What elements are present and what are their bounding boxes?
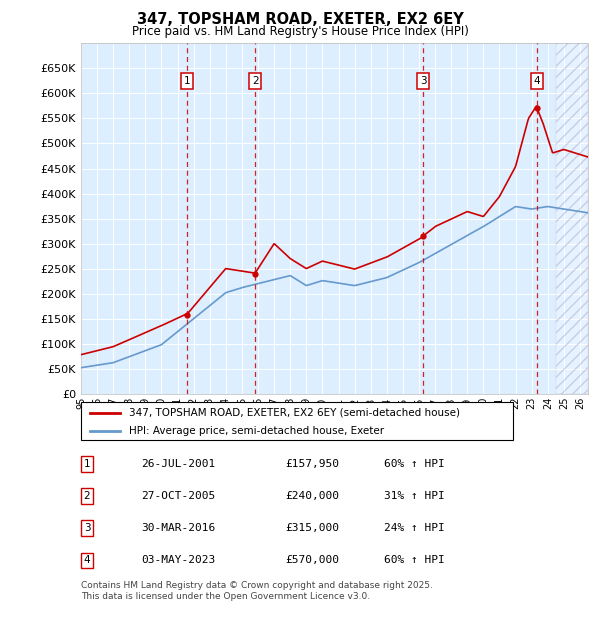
Text: £315,000: £315,000	[285, 523, 339, 533]
Text: 03-MAY-2023: 03-MAY-2023	[141, 556, 215, 565]
Text: 2: 2	[83, 491, 91, 501]
Text: 347, TOPSHAM ROAD, EXETER, EX2 6EY (semi-detached house): 347, TOPSHAM ROAD, EXETER, EX2 6EY (semi…	[128, 407, 460, 417]
Text: Price paid vs. HM Land Registry's House Price Index (HPI): Price paid vs. HM Land Registry's House …	[131, 25, 469, 38]
Text: 3: 3	[420, 76, 427, 86]
Text: 1: 1	[184, 76, 190, 86]
Text: 30-MAR-2016: 30-MAR-2016	[141, 523, 215, 533]
Text: 24% ↑ HPI: 24% ↑ HPI	[384, 523, 445, 533]
Text: 4: 4	[83, 556, 91, 565]
Text: 60% ↑ HPI: 60% ↑ HPI	[384, 556, 445, 565]
Text: This data is licensed under the Open Government Licence v3.0.: This data is licensed under the Open Gov…	[81, 592, 370, 601]
Text: HPI: Average price, semi-detached house, Exeter: HPI: Average price, semi-detached house,…	[128, 425, 383, 436]
Text: Contains HM Land Registry data © Crown copyright and database right 2025.: Contains HM Land Registry data © Crown c…	[81, 581, 433, 590]
FancyBboxPatch shape	[81, 402, 513, 440]
Text: 347, TOPSHAM ROAD, EXETER, EX2 6EY: 347, TOPSHAM ROAD, EXETER, EX2 6EY	[137, 12, 463, 27]
Text: 26-JUL-2001: 26-JUL-2001	[141, 459, 215, 469]
Text: 4: 4	[534, 76, 541, 86]
Text: £240,000: £240,000	[285, 491, 339, 501]
Text: 3: 3	[83, 523, 91, 533]
Text: 27-OCT-2005: 27-OCT-2005	[141, 491, 215, 501]
Text: 2: 2	[252, 76, 259, 86]
Text: 1: 1	[83, 459, 91, 469]
Text: £157,950: £157,950	[285, 459, 339, 469]
Text: £570,000: £570,000	[285, 556, 339, 565]
Text: 31% ↑ HPI: 31% ↑ HPI	[384, 491, 445, 501]
Text: 60% ↑ HPI: 60% ↑ HPI	[384, 459, 445, 469]
